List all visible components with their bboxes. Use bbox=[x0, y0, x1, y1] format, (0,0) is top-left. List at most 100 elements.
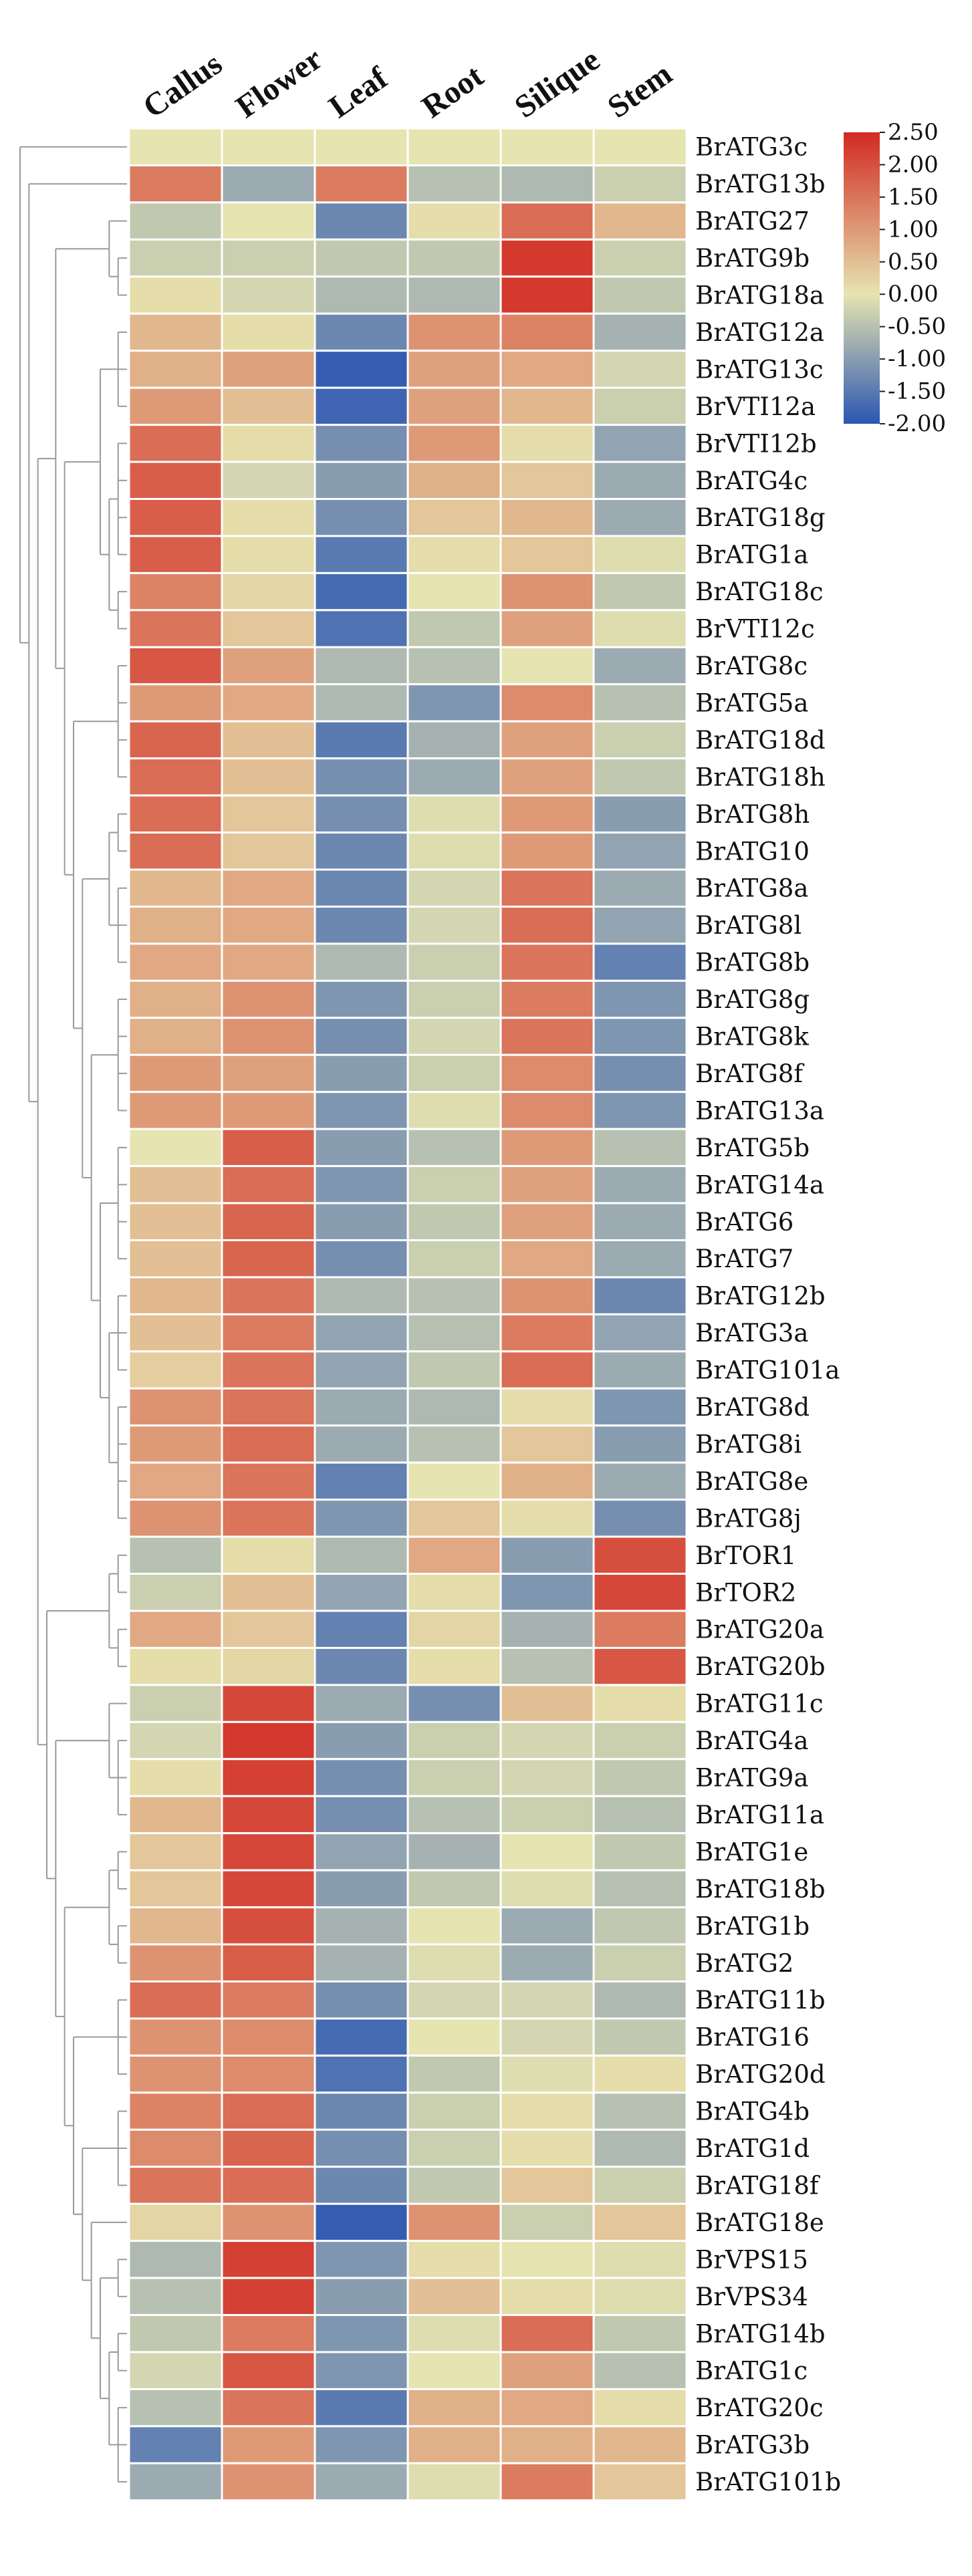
heatmap-cell bbox=[592, 1535, 688, 1575]
row-label: BrATG18d bbox=[695, 726, 826, 755]
heatmap-cell bbox=[314, 831, 409, 871]
heatmap-cell bbox=[221, 238, 316, 278]
heatmap-cell bbox=[314, 683, 409, 723]
heatmap-cell bbox=[406, 535, 502, 574]
heatmap-cell bbox=[221, 683, 316, 723]
heatmap-cell bbox=[499, 2388, 595, 2428]
heatmap-cell bbox=[592, 2388, 688, 2428]
row-labels: BrATG3c BrATG13b BrATG27 BrATG9b BrATG18a BrA… bbox=[695, 133, 841, 2496]
heatmap-cell bbox=[406, 646, 502, 686]
heatmap-cell bbox=[592, 1609, 688, 1649]
heatmap-cell bbox=[406, 1980, 502, 2020]
row-label: BrATG1a bbox=[695, 541, 808, 569]
row-label: BrATG13a bbox=[695, 1096, 824, 1125]
row-label: BrVPS34 bbox=[695, 2283, 808, 2311]
heatmap-cell bbox=[221, 424, 316, 463]
heatmap-cell bbox=[128, 312, 223, 352]
row-label: BrATG11a bbox=[695, 1801, 824, 1829]
heatmap-cell bbox=[592, 1202, 688, 1242]
heatmap-cell bbox=[314, 868, 409, 908]
row-label: BrATG18a bbox=[695, 281, 824, 310]
heatmap-cell bbox=[499, 1128, 595, 1168]
heatmap-cell bbox=[221, 164, 316, 204]
heatmap-cell bbox=[314, 1684, 409, 1723]
heatmap-cell bbox=[314, 238, 409, 278]
heatmap-cell bbox=[592, 1832, 688, 1872]
heatmap-cell bbox=[221, 571, 316, 612]
heatmap-cell bbox=[592, 238, 688, 278]
row-label: BrATG20d bbox=[695, 2060, 826, 2089]
heatmap-cell bbox=[499, 164, 595, 204]
heatmap-cell bbox=[406, 1684, 502, 1723]
heatmap-cell bbox=[221, 1609, 316, 1649]
heatmap-cell bbox=[406, 1091, 502, 1130]
heatmap-cell bbox=[221, 2462, 316, 2502]
heatmap-cell bbox=[406, 201, 502, 241]
heatmap-cell bbox=[221, 1720, 316, 1761]
row-label: BrATG4a bbox=[695, 1726, 808, 1755]
color-scale-tick-label: 2.00 bbox=[888, 151, 939, 178]
row-label: BrTOR1 bbox=[695, 1541, 796, 1570]
heatmap-cell bbox=[314, 942, 409, 982]
heatmap-cell bbox=[592, 646, 688, 686]
heatmap-cell bbox=[128, 1499, 223, 1538]
heatmap-cell bbox=[221, 1869, 316, 1909]
heatmap-cell bbox=[314, 1573, 409, 1612]
row-label: BrATG13b bbox=[695, 170, 826, 199]
heatmap-cell bbox=[314, 1980, 409, 2020]
color-scale-legend: 2.50 2.00 1.50 1.00 0.50 0.00 -0.50 -1.00 -1.50 -… bbox=[844, 119, 946, 437]
heatmap-cell bbox=[406, 1202, 502, 1242]
heatmap-cell bbox=[221, 1017, 316, 1056]
heatmap-cell bbox=[499, 1646, 595, 1686]
heatmap-cell bbox=[499, 1720, 595, 1761]
heatmap-cell bbox=[406, 2128, 502, 2168]
heatmap-cell bbox=[221, 312, 316, 352]
heatmap-cell bbox=[221, 868, 316, 908]
color-scale-bar bbox=[844, 132, 880, 424]
heatmap-cell bbox=[406, 2388, 502, 2428]
row-label: BrATG11b bbox=[695, 1986, 826, 2015]
heatmap-cell bbox=[499, 2425, 595, 2464]
row-label: BrATG3a bbox=[695, 1319, 808, 1347]
heatmap-cell bbox=[128, 1350, 223, 1390]
heatmap-cell bbox=[406, 1387, 502, 1427]
heatmap-cell bbox=[406, 1461, 502, 1501]
heatmap-cell bbox=[499, 461, 595, 500]
heatmap-cell bbox=[592, 1387, 688, 1427]
heatmap-cell bbox=[406, 2202, 502, 2242]
row-label: BrATG5b bbox=[695, 1134, 810, 1162]
heatmap-cell bbox=[128, 2388, 223, 2428]
heatmap-cell bbox=[499, 2091, 595, 2131]
heatmap-cell bbox=[592, 1461, 688, 1501]
heatmap-cell bbox=[314, 1276, 409, 1315]
heatmap-cell bbox=[592, 535, 688, 574]
heatmap-cell bbox=[221, 905, 316, 945]
heatmap-cell bbox=[221, 2425, 316, 2464]
row-label: BrATG18e bbox=[695, 2208, 824, 2237]
heatmap-cell bbox=[406, 275, 502, 315]
heatmap-cell bbox=[499, 201, 595, 241]
heatmap-cell bbox=[221, 1053, 316, 1093]
heatmap-cell bbox=[499, 1313, 595, 1353]
heatmap-cell bbox=[128, 905, 223, 945]
heatmap-cell bbox=[221, 2202, 316, 2242]
heatmap-cell bbox=[406, 905, 502, 945]
heatmap-cell bbox=[314, 424, 409, 463]
heatmap-cell bbox=[128, 1758, 223, 1797]
heatmap-cell bbox=[128, 1573, 223, 1612]
heatmap-cell bbox=[592, 868, 688, 908]
heatmap-cell bbox=[221, 1387, 316, 1427]
heatmap-cell bbox=[314, 1165, 409, 1204]
heatmap-cell bbox=[128, 1943, 223, 1983]
heatmap-cell bbox=[406, 2462, 502, 2502]
heatmap-cell bbox=[592, 2017, 688, 2057]
heatmap-cell bbox=[406, 498, 502, 537]
heatmap-cell bbox=[499, 2277, 595, 2317]
heatmap-cell bbox=[314, 1535, 409, 1575]
heatmap-cell bbox=[592, 127, 688, 166]
heatmap-cell bbox=[406, 2425, 502, 2464]
heatmap-cell bbox=[221, 1313, 316, 1353]
color-scale-tick-label: -1.50 bbox=[888, 378, 946, 405]
row-label: BrATG18f bbox=[695, 2171, 820, 2200]
heatmap-cell bbox=[499, 1535, 595, 1575]
